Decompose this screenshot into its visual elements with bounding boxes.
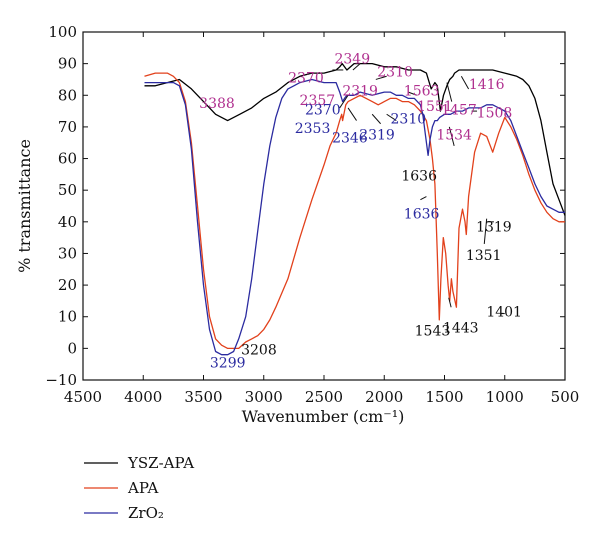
- annotation-arrow: [408, 91, 417, 96]
- peak-label: 1508: [477, 105, 513, 121]
- axis-ticks: 4500 4000 3500 3000 2500 2000 1500 1000 50010090…: [45, 23, 579, 406]
- peak-label: 3208: [241, 343, 277, 359]
- peak-label: 1457: [441, 102, 477, 118]
- peak-label: 2353: [295, 121, 331, 137]
- y-tick-label: 100: [48, 23, 77, 41]
- x-tick-label: 4500: [64, 388, 102, 406]
- annotation-arrow: [375, 75, 387, 80]
- y-axis-title: % transmittance: [15, 139, 34, 273]
- y-tick-label: 50: [58, 181, 77, 199]
- peak-label: 2319: [359, 128, 395, 144]
- peak-label: 1563: [404, 83, 440, 99]
- series-layer: [144, 62, 566, 356]
- annotation-arrow: [448, 126, 455, 147]
- peak-label: 1636: [404, 207, 440, 223]
- peak-label: 1551: [417, 99, 453, 115]
- peak-label: 2346: [332, 131, 368, 147]
- annotation-arrow: [483, 218, 488, 245]
- peak-label: 2310: [391, 112, 427, 128]
- peak-label: 1443: [443, 321, 479, 337]
- x-axis-title: Wavenumber (cm⁻¹): [242, 407, 405, 426]
- legend: YSZ-APA APA ZrO₂: [84, 454, 194, 522]
- y-tick-label: 70: [58, 118, 77, 136]
- annotation-arrow: [339, 94, 349, 109]
- annotation-arrow: [460, 76, 470, 90]
- peak-label: 1351: [466, 248, 502, 264]
- peak-label: 1636: [401, 169, 437, 185]
- y-tick-label: 10: [58, 308, 77, 326]
- legend-label-zro2: ZrO₂: [128, 504, 164, 522]
- annotation-arrow: [448, 297, 452, 308]
- peak-label: 2370: [305, 102, 341, 118]
- annotation-arrow: [371, 113, 382, 125]
- y-tick-label: 60: [58, 150, 77, 168]
- y-tick-label: 90: [58, 55, 77, 73]
- y-tick-label: 20: [58, 276, 77, 294]
- x-tick-label: 500: [551, 388, 580, 406]
- x-tick-label: 1000: [486, 388, 524, 406]
- peak-label: 1543: [415, 324, 451, 340]
- peak-label: 3388: [199, 96, 235, 112]
- annotation-arrow: [446, 82, 453, 102]
- y-tick-label: 0: [67, 339, 77, 357]
- peak-label: 3299: [210, 355, 246, 371]
- x-tick-label: 2500: [305, 388, 343, 406]
- peak-label: 2349: [334, 52, 370, 68]
- y-tick-label: 80: [58, 86, 77, 104]
- peak-label: 2357: [300, 93, 336, 109]
- annotation-arrow: [386, 113, 397, 121]
- series-line-2: [144, 78, 565, 356]
- peak-label: 1416: [469, 77, 505, 93]
- x-tick-label: 2000: [365, 388, 403, 406]
- annotation-arrow: [352, 63, 361, 71]
- legend-label-apa: APA: [127, 479, 159, 497]
- x-tick-label: 3000: [245, 388, 283, 406]
- annotation-arrow: [347, 107, 357, 121]
- peak-label: 1534: [436, 128, 472, 144]
- y-tick-label: 30: [58, 244, 77, 262]
- annotation-layer: 3388237023572349231923101563155114571416…: [199, 52, 522, 372]
- series-line-0: [144, 62, 566, 216]
- peak-label: 2370: [288, 71, 324, 87]
- peak-label: 1319: [476, 219, 512, 235]
- annotation-arrow: [420, 196, 427, 201]
- annotation-arrows: [332, 63, 505, 315]
- peak-label: 1401: [486, 305, 522, 321]
- peak-label: 2310: [377, 64, 413, 80]
- peak-label: 2319: [342, 83, 378, 99]
- legend-label-ysz-apa: YSZ-APA: [127, 454, 194, 472]
- x-tick-label: 4000: [124, 388, 162, 406]
- x-tick-label: 1500: [425, 388, 463, 406]
- y-tick-label: −10: [45, 371, 77, 389]
- y-tick-label: 40: [58, 213, 77, 231]
- x-tick-label: 3500: [184, 388, 222, 406]
